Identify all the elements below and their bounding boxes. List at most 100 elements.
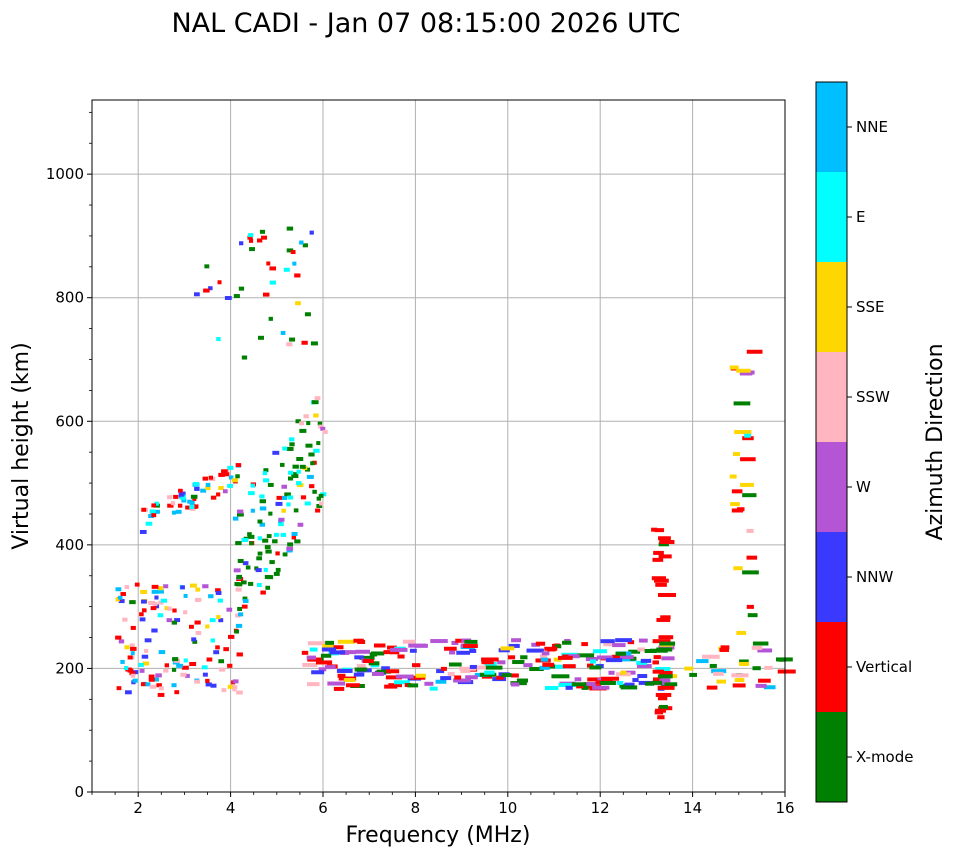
- colorbar-label: Vertical: [856, 658, 912, 676]
- echo-point-nnw: [255, 568, 262, 573]
- echo-point-ssw: [221, 688, 227, 693]
- echo-point-vertical: [658, 554, 672, 559]
- echo-point-ssw: [603, 642, 614, 647]
- echo-point-vertical: [362, 659, 374, 664]
- echo-point-nne: [292, 261, 297, 266]
- echo-point-x-mode: [286, 226, 294, 231]
- echo-point-e: [157, 613, 164, 618]
- echo-point-x-mode: [354, 667, 368, 672]
- echo-point-vertical: [185, 505, 192, 510]
- echo-point-vertical: [141, 608, 147, 613]
- echo-point-vertical: [653, 655, 661, 660]
- colorbar-label: NNE: [856, 118, 888, 136]
- echo-point-nne: [132, 678, 138, 683]
- echo-point-w: [339, 650, 357, 655]
- echo-point-x-mode: [733, 401, 751, 406]
- echo-point-vertical: [215, 645, 220, 650]
- chart-title: NAL CADI - Jan 07 08:15:00 2026 UTC: [171, 8, 680, 39]
- echo-point-w: [424, 681, 434, 686]
- echo-point-x-mode: [312, 489, 317, 494]
- echo-point-nnw: [191, 637, 197, 642]
- echo-point-ssw: [122, 617, 128, 622]
- echo-point-w: [661, 656, 675, 661]
- echo-point-vertical: [507, 655, 516, 660]
- echo-point-vertical: [208, 475, 214, 480]
- echo-point-w: [166, 618, 173, 623]
- echo-point-vertical: [125, 667, 132, 672]
- echo-point-sse: [216, 615, 221, 620]
- echo-point-e: [555, 664, 566, 669]
- echo-point-x-mode: [266, 534, 272, 539]
- echo-point-ssw: [195, 630, 202, 635]
- echo-point-sse: [227, 684, 233, 689]
- echo-point-ssw: [170, 501, 176, 506]
- echo-point-x-mode: [241, 355, 248, 360]
- echo-point-nnw: [239, 241, 244, 246]
- echo-point-nne: [187, 499, 193, 504]
- echo-point-e: [429, 686, 438, 691]
- echo-point-vertical: [652, 669, 664, 674]
- echo-point-vertical: [301, 340, 308, 345]
- echo-point-nnw: [640, 658, 652, 663]
- echo-point-e: [296, 481, 302, 486]
- echo-point-sse: [553, 657, 562, 662]
- echo-point-ssw: [307, 641, 325, 646]
- echo-point-x-mode: [571, 682, 587, 687]
- x-tick-label: 6: [318, 799, 328, 817]
- echo-point-vertical: [345, 683, 360, 688]
- echo-point-w: [185, 673, 190, 678]
- echo-point-sse: [142, 661, 150, 666]
- echo-point-vertical: [758, 678, 771, 683]
- echo-point-ssw: [148, 600, 156, 605]
- echo-point-sse: [124, 645, 130, 650]
- echo-point-w: [202, 584, 209, 589]
- echo-point-x-mode: [752, 666, 761, 671]
- echo-point-vertical: [657, 715, 665, 720]
- echo-point-vertical: [235, 463, 242, 468]
- echo-point-vertical: [202, 476, 209, 481]
- echo-point-vertical: [221, 469, 228, 474]
- echo-point-x-mode: [280, 462, 285, 467]
- echo-point-x-mode: [236, 574, 243, 579]
- echo-point-vertical: [357, 639, 366, 644]
- echo-point-vertical: [333, 686, 345, 691]
- echo-point-w: [155, 673, 162, 678]
- echo-point-x-mode: [265, 585, 271, 590]
- echo-point-w: [306, 655, 316, 660]
- x-tick-label: 14: [683, 799, 702, 817]
- echo-point-w: [408, 643, 426, 648]
- echo-point-w: [608, 670, 615, 675]
- echo-point-ssw: [183, 610, 188, 615]
- echo-point-x-mode: [282, 552, 288, 557]
- echo-point-vertical: [481, 660, 494, 665]
- echo-point-nne: [280, 330, 286, 335]
- plot-frame: [91, 99, 786, 793]
- echo-point-vertical: [127, 655, 133, 660]
- echo-point-vertical: [269, 266, 277, 271]
- echo-point-ssw: [302, 662, 318, 667]
- echo-point-vertical: [115, 635, 122, 640]
- echo-point-vertical: [657, 696, 668, 701]
- echo-point-x-mode: [238, 286, 245, 291]
- echo-point-x-mode: [305, 443, 313, 448]
- echo-point-x-mode: [289, 337, 296, 342]
- echo-point-e: [286, 502, 291, 507]
- echo-point-vertical: [611, 654, 624, 659]
- echo-point-vertical: [216, 492, 221, 497]
- echo-point-vertical: [215, 588, 221, 593]
- echo-point-vertical: [217, 280, 222, 285]
- echo-point-ssw: [322, 429, 328, 434]
- colorbar: X-mode Vertical NNW W SSW SSE E NNE: [815, 81, 913, 803]
- echo-point-sse: [736, 630, 747, 635]
- echo-point-x-mode: [310, 341, 318, 346]
- echo-point-x-mode: [275, 567, 281, 572]
- echo-point-w: [497, 660, 506, 665]
- echo-point-vertical: [653, 578, 669, 583]
- echo-point-x-mode: [249, 541, 254, 546]
- echo-point-vertical: [655, 582, 667, 587]
- echo-point-ssw: [764, 665, 773, 670]
- echo-point-ssw: [286, 342, 293, 347]
- echo-point-nnw: [469, 664, 477, 669]
- echo-point-x-mode: [317, 421, 323, 426]
